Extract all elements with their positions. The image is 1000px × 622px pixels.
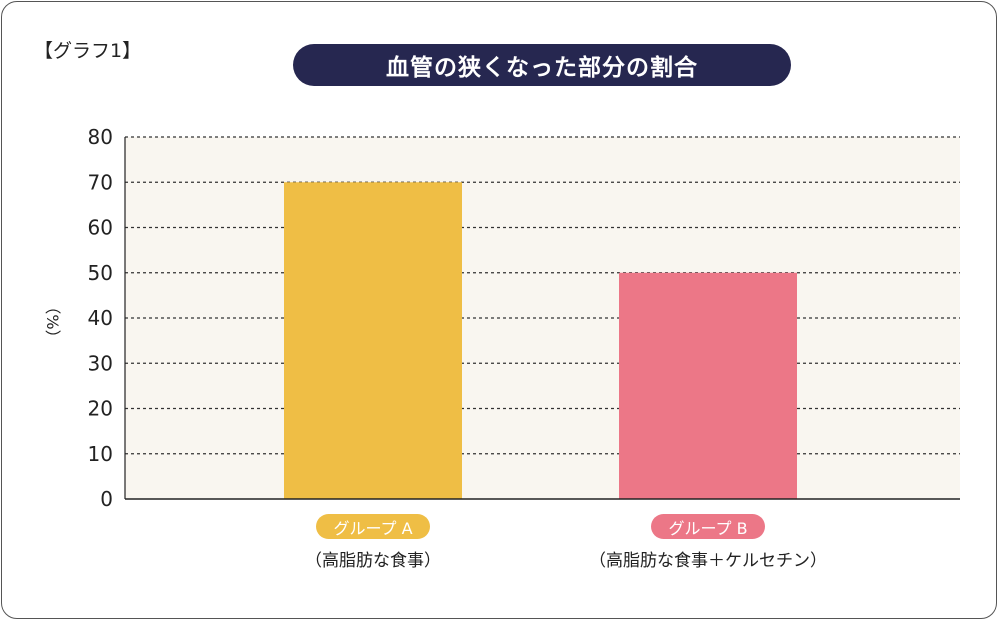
y-tick-label: 40	[88, 306, 113, 330]
y-tick-label: 10	[88, 442, 113, 466]
category-label: グループ B	[651, 514, 765, 539]
chart-title: 血管の狭くなった部分の割合	[293, 44, 791, 86]
graph-label: 【グラフ1】	[34, 40, 142, 62]
category-label: グループ A	[316, 514, 430, 539]
y-axis-label: （%）	[43, 298, 62, 345]
y-tick-label: 0	[100, 487, 113, 511]
y-tick-label: 30	[88, 351, 113, 375]
y-tick-label: 80	[88, 125, 113, 149]
bar-b	[619, 272, 797, 499]
y-tick-label: 20	[88, 397, 113, 421]
bar-a	[284, 182, 462, 499]
y-tick-label: 70	[88, 170, 113, 194]
category-note: （高脂肪な食事＋ケルセチン）	[589, 551, 827, 571]
category-note: （高脂肪な食事）	[305, 551, 441, 571]
y-tick-label: 50	[88, 261, 113, 285]
y-tick-label: 60	[88, 216, 113, 240]
